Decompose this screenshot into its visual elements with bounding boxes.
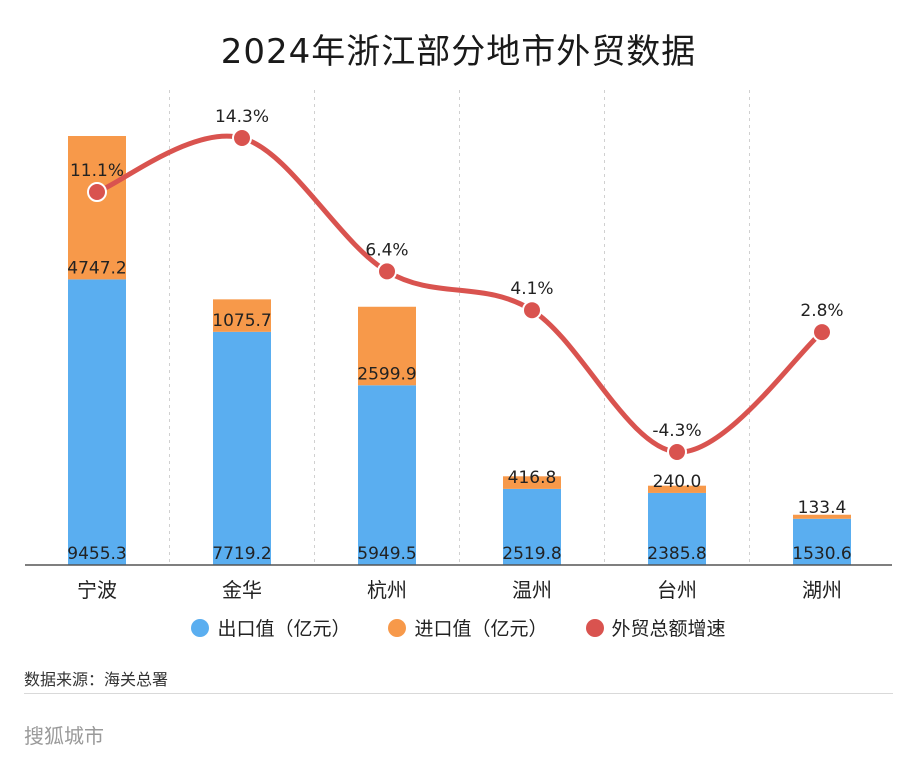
import-bar bbox=[503, 476, 561, 489]
legend-growth-label: 外贸总额增速 bbox=[611, 618, 726, 640]
legend-import-label: 进口值（亿元） bbox=[414, 618, 548, 640]
legend-item-import[interactable]: 进口值（亿元） bbox=[388, 614, 548, 641]
import-bar bbox=[68, 136, 126, 280]
growth-value-label: 11.1% bbox=[70, 161, 124, 181]
growth-value-label: 6.4% bbox=[365, 240, 408, 260]
import-value-label: 240.0 bbox=[653, 472, 702, 492]
growth-value-label: 2.8% bbox=[800, 301, 843, 321]
export-value-label: 7719.2 bbox=[212, 544, 271, 564]
growth-point bbox=[377, 261, 397, 282]
category-label: 温州 bbox=[512, 578, 552, 602]
export-value-label: 1530.6 bbox=[792, 544, 851, 564]
export-bar bbox=[68, 279, 126, 565]
category-label: 台州 bbox=[657, 578, 697, 602]
category-label: 金华 bbox=[222, 578, 262, 602]
export-bar bbox=[358, 385, 416, 565]
import-value-label: 1075.7 bbox=[212, 311, 271, 331]
export-value-label: 9455.3 bbox=[67, 544, 126, 564]
growth-value-label: 4.1% bbox=[510, 279, 553, 299]
export-value-label: 2385.8 bbox=[647, 544, 706, 564]
import-value-label: 2599.9 bbox=[357, 364, 416, 384]
import-value-label: 416.8 bbox=[508, 468, 557, 488]
data-source-note: 数据来源：海关总署 bbox=[24, 670, 169, 689]
export-bar bbox=[648, 492, 706, 565]
import-bar bbox=[213, 299, 271, 332]
legend-growth-swatch bbox=[585, 618, 604, 637]
import-value-label: 133.4 bbox=[798, 498, 847, 518]
legend-import-swatch bbox=[388, 618, 407, 637]
brand-watermark: 搜狐城市 bbox=[24, 724, 104, 748]
export-value-label: 2519.8 bbox=[502, 544, 561, 564]
import-bar bbox=[793, 514, 851, 519]
export-bar bbox=[793, 518, 851, 565]
chart-title: 2024年浙江部分地市外贸数据 bbox=[220, 32, 697, 72]
growth-point bbox=[232, 128, 252, 148]
growth-value-label: -4.3% bbox=[652, 421, 701, 441]
legend-item-growth[interactable]: 外贸总额增速 bbox=[585, 614, 726, 641]
legend-item-export[interactable]: 出口值（亿元） bbox=[191, 614, 350, 641]
growth-point bbox=[667, 442, 687, 462]
category-label: 杭州 bbox=[367, 578, 407, 602]
growth-point bbox=[87, 182, 107, 203]
import-bar bbox=[358, 306, 416, 386]
export-bar bbox=[503, 488, 561, 565]
legend-export-swatch bbox=[191, 618, 210, 637]
growth-point bbox=[812, 322, 832, 343]
import-value-label: 4747.2 bbox=[67, 258, 126, 278]
growth-point bbox=[522, 300, 542, 321]
export-value-label: 5949.5 bbox=[357, 544, 416, 564]
legend: 出口值（亿元） 进口值（亿元） 外贸总额增速 bbox=[0, 614, 917, 641]
export-bar bbox=[213, 331, 271, 565]
category-label: 宁波 bbox=[77, 578, 117, 602]
growth-value-label: 14.3% bbox=[215, 107, 269, 127]
import-bar bbox=[648, 485, 706, 493]
divider bbox=[24, 693, 893, 694]
legend-export-label: 出口值（亿元） bbox=[217, 618, 351, 640]
category-label: 湖州 bbox=[802, 578, 842, 602]
